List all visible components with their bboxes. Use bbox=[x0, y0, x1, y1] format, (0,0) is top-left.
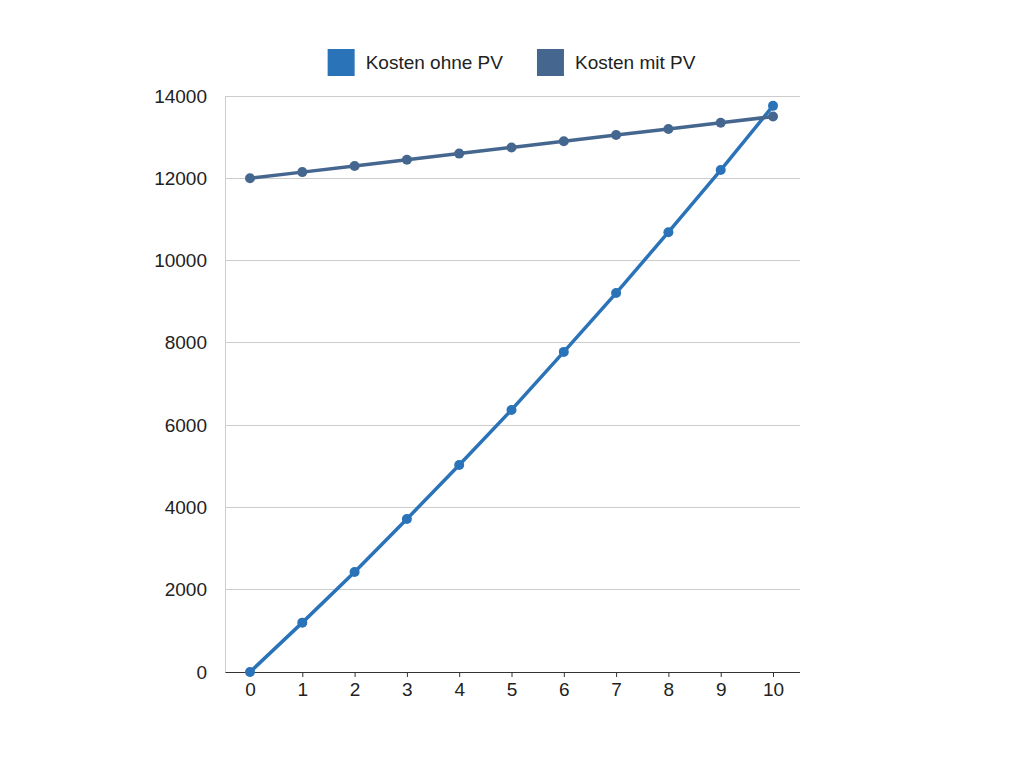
x-tick-label: 4 bbox=[454, 679, 465, 700]
x-tick-label: 2 bbox=[350, 679, 361, 700]
point bbox=[559, 347, 569, 357]
point bbox=[454, 460, 464, 470]
x-tick-mark bbox=[616, 672, 617, 677]
x-tick: 10 bbox=[763, 672, 784, 700]
x-tick: 1 bbox=[298, 672, 309, 700]
x-tick-label: 9 bbox=[716, 679, 727, 700]
point bbox=[507, 142, 517, 152]
y-tick-label: 0 bbox=[196, 662, 207, 683]
point bbox=[663, 124, 673, 134]
point bbox=[611, 288, 621, 298]
x-tick-mark bbox=[773, 672, 774, 677]
x-tick-mark bbox=[668, 672, 669, 677]
grid-line bbox=[225, 342, 800, 343]
x-axis: 0 1 2 3 4 5 6 7 8 9 10 bbox=[245, 672, 784, 700]
point bbox=[245, 667, 255, 677]
x-tick-mark bbox=[721, 672, 722, 677]
x-tick-mark bbox=[407, 672, 408, 677]
point bbox=[611, 130, 621, 140]
x-tick: 5 bbox=[507, 672, 518, 700]
legend-swatch bbox=[328, 49, 355, 76]
y-tick: 2000 bbox=[165, 579, 225, 600]
x-tick-mark bbox=[512, 672, 513, 677]
x-tick-mark bbox=[564, 672, 565, 677]
grid-line bbox=[225, 507, 800, 508]
point bbox=[402, 155, 412, 165]
x-tick-mark bbox=[302, 672, 303, 677]
legend-item: Kosten ohne PV bbox=[328, 49, 504, 76]
x-tick-label: 8 bbox=[664, 679, 675, 700]
y-tick-label: 14000 bbox=[154, 86, 207, 107]
point bbox=[559, 136, 569, 146]
y-tick-label: 4000 bbox=[165, 497, 207, 518]
y-tick-label: 10000 bbox=[154, 250, 207, 271]
legend: Kosten ohne PV Kosten mit PV bbox=[328, 49, 696, 76]
x-tick-mark bbox=[459, 672, 460, 677]
y-tick: 8000 bbox=[165, 332, 225, 353]
y-tick: 0 bbox=[196, 662, 225, 683]
legend-swatch bbox=[537, 49, 564, 76]
x-tick-label: 7 bbox=[611, 679, 622, 700]
x-tick: 2 bbox=[350, 672, 361, 700]
y-tick: 14000 bbox=[154, 86, 225, 107]
x-tick: 6 bbox=[559, 672, 570, 700]
y-tick-label: 6000 bbox=[165, 415, 207, 436]
x-axis-line bbox=[251, 673, 774, 678]
y-tick: 6000 bbox=[165, 415, 225, 436]
point bbox=[716, 165, 726, 175]
point bbox=[297, 167, 307, 177]
grid bbox=[225, 96, 800, 672]
grid-line bbox=[225, 425, 800, 426]
x-tick: 4 bbox=[454, 672, 465, 700]
y-tick: 4000 bbox=[165, 497, 225, 518]
y-axis: 0 2000 4000 6000 8000 10000 12000 14000 bbox=[154, 86, 225, 683]
series-line bbox=[250, 106, 773, 672]
legend-item: Kosten mit PV bbox=[537, 49, 696, 76]
point bbox=[454, 149, 464, 159]
point bbox=[402, 514, 412, 524]
y-tick-label: 12000 bbox=[154, 168, 207, 189]
grid-line bbox=[225, 260, 800, 261]
y-tick-label: 2000 bbox=[165, 579, 207, 600]
grid-line bbox=[225, 589, 800, 590]
point bbox=[350, 567, 360, 577]
point bbox=[716, 118, 726, 128]
grid-line bbox=[225, 96, 800, 97]
x-tick-label: 0 bbox=[245, 679, 256, 700]
point bbox=[297, 618, 307, 628]
x-tick-label: 1 bbox=[298, 679, 309, 700]
legend-label: Kosten ohne PV bbox=[366, 52, 504, 73]
point bbox=[245, 173, 255, 183]
x-tick: 7 bbox=[611, 672, 622, 700]
chart: 0 2000 4000 6000 8000 10000 12000 14000 0 1 2 3 4 5 6 7… bbox=[0, 0, 1024, 768]
x-tick-mark bbox=[355, 672, 356, 677]
series-line bbox=[250, 117, 773, 179]
y-tick-label: 8000 bbox=[165, 332, 207, 353]
x-tick-label: 10 bbox=[763, 679, 784, 700]
x-tick: 8 bbox=[664, 672, 675, 700]
x-tick: 3 bbox=[402, 672, 413, 700]
point bbox=[663, 227, 673, 237]
x-tick-label: 5 bbox=[507, 679, 518, 700]
y-tick: 10000 bbox=[154, 250, 225, 271]
x-tick-label: 6 bbox=[559, 679, 570, 700]
point bbox=[507, 405, 517, 415]
point bbox=[350, 161, 360, 171]
y-axis-line bbox=[225, 97, 226, 673]
point bbox=[768, 112, 778, 122]
x-tick: 9 bbox=[716, 672, 727, 700]
legend-label: Kosten mit PV bbox=[575, 52, 696, 73]
y-tick: 12000 bbox=[154, 168, 225, 189]
point bbox=[768, 101, 778, 111]
x-tick-label: 3 bbox=[402, 679, 413, 700]
plot-area bbox=[245, 101, 778, 677]
